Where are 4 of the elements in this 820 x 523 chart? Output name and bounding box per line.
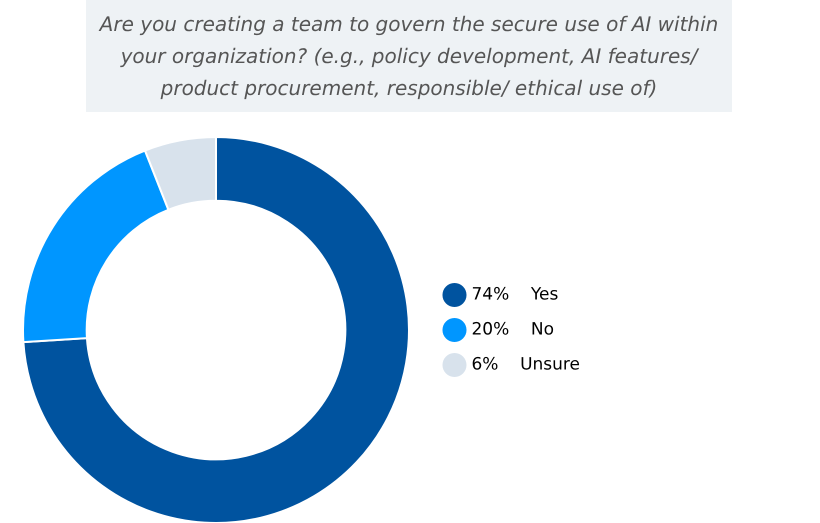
- chart-title: Are you creating a team to govern the secure use of AI within your organization? (e.g., policy development, AI features/ product procurement, responsible/ ethical use of): [86, 0, 732, 112]
- legend-label: 74% Yes: [471, 284, 558, 304]
- legend-label: 6% Unsure: [471, 354, 580, 374]
- legend-label: 20% No: [471, 319, 554, 340]
